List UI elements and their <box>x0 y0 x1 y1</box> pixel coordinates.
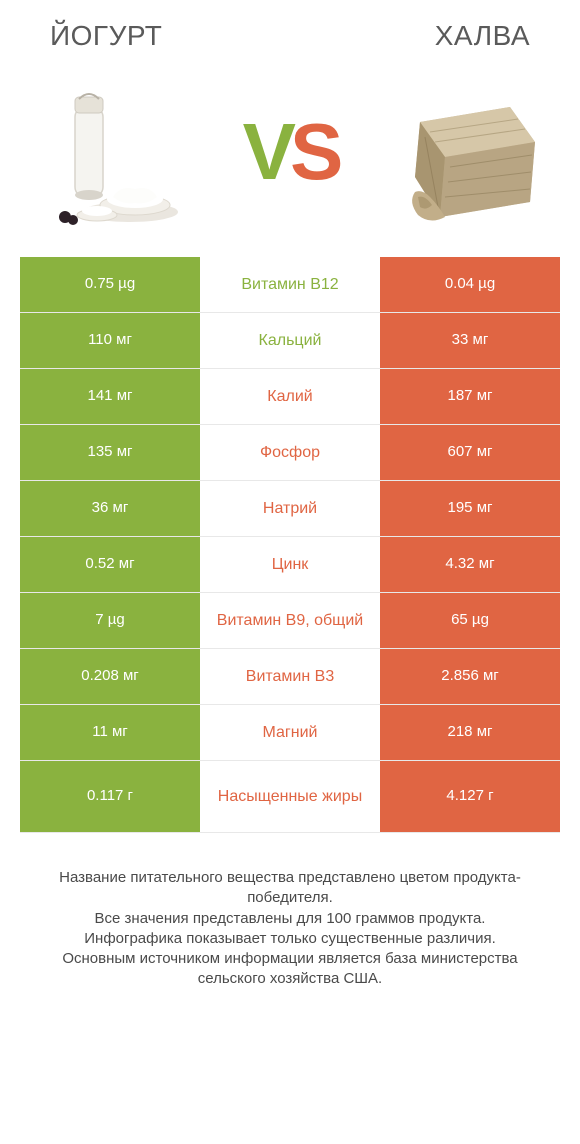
table-row: 110 мгКальций33 мг <box>20 313 560 369</box>
vs-v: V <box>243 107 290 196</box>
left-value: 141 мг <box>20 369 200 424</box>
nutrient-label: Магний <box>200 705 380 760</box>
left-value: 11 мг <box>20 705 200 760</box>
footer-line-3: Инфографика показывает только существенн… <box>28 929 552 949</box>
header-row: ЙОГУРТ ХАЛВА <box>0 0 580 62</box>
infographic-container: ЙОГУРТ ХАЛВА VS <box>0 0 580 1000</box>
left-value: 0.208 мг <box>20 649 200 704</box>
right-value: 33 мг <box>380 313 560 368</box>
vs-s: S <box>290 107 337 196</box>
left-value: 0.52 мг <box>20 537 200 592</box>
halva-image <box>390 72 550 232</box>
right-value: 4.32 мг <box>380 537 560 592</box>
right-food-title: ХАЛВА <box>435 20 530 52</box>
footer-line-4: Основным источником информации является … <box>28 949 552 990</box>
table-row: 0.52 мгЦинк4.32 мг <box>20 537 560 593</box>
right-value: 0.04 µg <box>380 257 560 312</box>
nutrient-label: Натрий <box>200 481 380 536</box>
right-value: 195 мг <box>380 481 560 536</box>
table-row: 135 мгФосфор607 мг <box>20 425 560 481</box>
nutrient-label: Витамин B9, общий <box>200 593 380 648</box>
nutrient-label: Насыщенные жиры <box>200 761 380 832</box>
nutrient-label: Кальций <box>200 313 380 368</box>
right-value: 187 мг <box>380 369 560 424</box>
left-value: 36 мг <box>20 481 200 536</box>
left-value: 7 µg <box>20 593 200 648</box>
left-value: 0.75 µg <box>20 257 200 312</box>
images-row: VS <box>0 62 580 257</box>
footer-line-2: Все значения представлены для 100 граммо… <box>28 909 552 929</box>
table-row: 0.208 мгВитамин B32.856 мг <box>20 649 560 705</box>
right-value: 2.856 мг <box>380 649 560 704</box>
nutrient-label: Цинк <box>200 537 380 592</box>
nutrient-label: Фосфор <box>200 425 380 480</box>
table-row: 141 мгКалий187 мг <box>20 369 560 425</box>
right-value: 218 мг <box>380 705 560 760</box>
table-row: 0.117 гНасыщенные жиры4.127 г <box>20 761 560 833</box>
yogurt-image <box>30 72 190 232</box>
nutrient-label: Витамин B3 <box>200 649 380 704</box>
footer-text: Название питательного вещества представл… <box>0 833 580 1000</box>
table-row: 36 мгНатрий195 мг <box>20 481 560 537</box>
nutrient-label: Калий <box>200 369 380 424</box>
left-value: 135 мг <box>20 425 200 480</box>
left-value: 0.117 г <box>20 761 200 832</box>
footer-line-1: Название питательного вещества представл… <box>28 868 552 909</box>
vs-label: VS <box>243 106 338 198</box>
right-value: 4.127 г <box>380 761 560 832</box>
table-row: 0.75 µgВитамин B120.04 µg <box>20 257 560 313</box>
left-food-title: ЙОГУРТ <box>50 20 162 52</box>
nutrient-label: Витамин B12 <box>200 257 380 312</box>
left-value: 110 мг <box>20 313 200 368</box>
right-value: 65 µg <box>380 593 560 648</box>
comparison-table: 0.75 µgВитамин B120.04 µg110 мгКальций33… <box>0 257 580 833</box>
table-row: 7 µgВитамин B9, общий65 µg <box>20 593 560 649</box>
table-row: 11 мгМагний218 мг <box>20 705 560 761</box>
right-value: 607 мг <box>380 425 560 480</box>
